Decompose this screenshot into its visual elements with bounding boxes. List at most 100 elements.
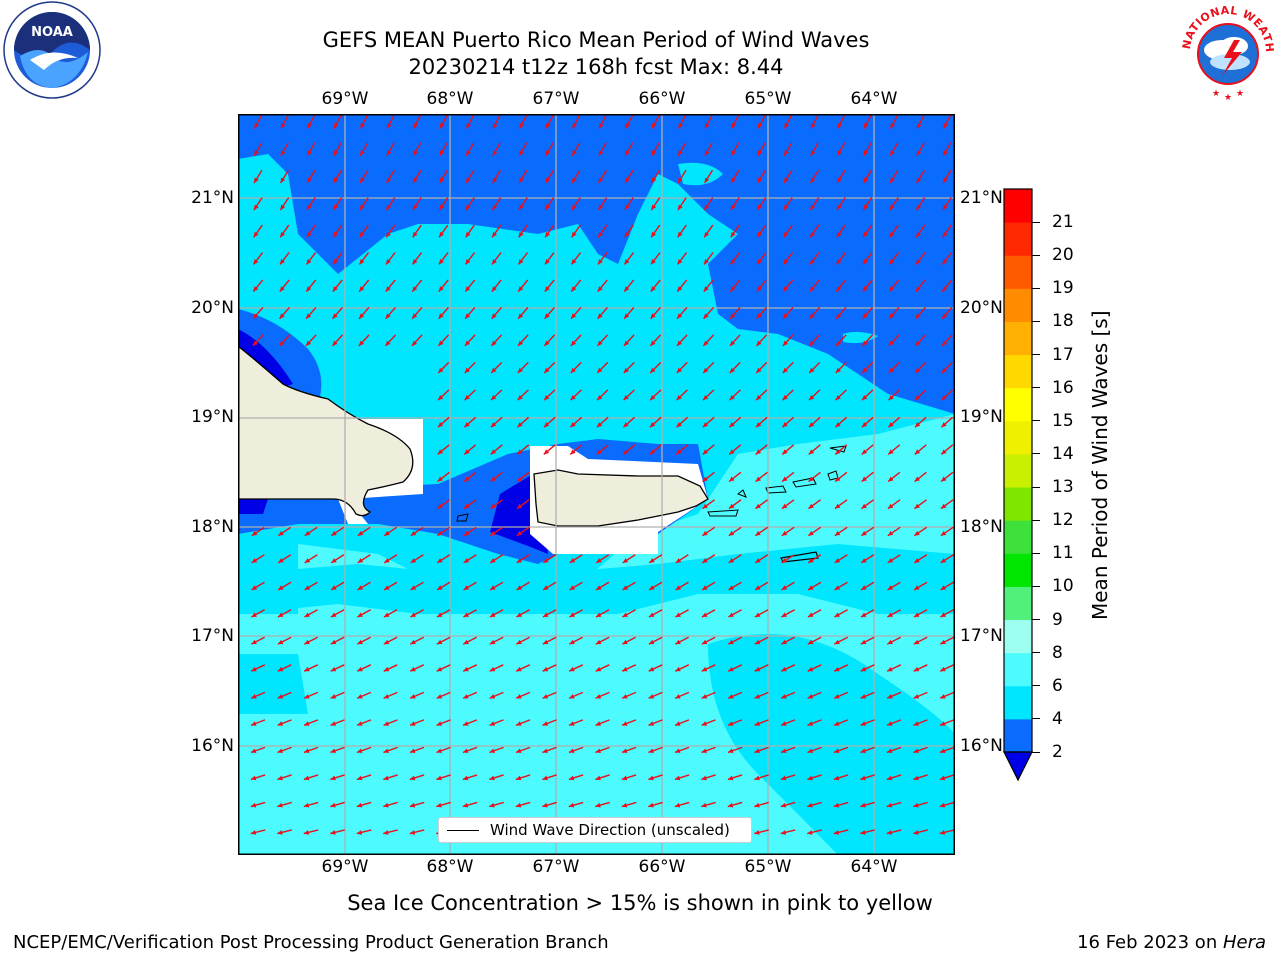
wave-direction-arrowhead [754,612,761,618]
wave-direction-arrowhead [436,666,443,672]
wave-direction-arrowhead [756,340,762,346]
wave-direction-arrowhead [835,367,841,374]
wave-direction-arrowhead [781,612,787,618]
wave-direction-arrowhead [730,204,736,211]
wave-direction-arrowhead [862,367,868,374]
wave-direction-arrowhead [808,449,815,455]
footer-host: Hera [1222,932,1266,953]
wave-direction-arrowhead [888,394,894,401]
wave-direction-arrowhead [783,204,789,211]
wave-direction-arrowhead [517,340,524,346]
wave-direction-arrowhead [306,204,312,211]
wave-direction-arrowhead [808,422,815,428]
lat-label-right-19n: 19°N [960,407,1003,427]
wave-direction-arrowhead [303,802,310,808]
wave-direction-arrowhead [412,313,418,319]
wave-direction-arrowhead [280,204,286,211]
wave-direction-arrowhead [862,259,868,265]
wave-direction-arrowhead [410,666,416,672]
wave-direction-arrowhead [516,503,523,509]
wave-direction-arrowhead [757,123,763,129]
wave-direction-arrowhead [940,585,947,590]
wave-direction-arrowhead [808,558,814,563]
colorbar-segment [1004,288,1032,322]
wave-direction-arrowhead [701,694,708,699]
lon-label-bottom-65w: 65°W [744,857,792,877]
wave-direction-arrowhead [570,449,576,455]
wave-direction-arrowhead [596,585,602,590]
wave-direction-arrowhead [915,394,921,401]
wave-direction-arrowhead [464,367,470,374]
wave-direction-arrowhead [544,313,550,319]
wave-direction-arrowhead [542,694,549,699]
wave-direction-arrowhead [809,367,815,374]
wave-direction-arrowhead [834,558,841,563]
wave-direction-arrowhead [359,259,365,265]
wave-direction-arrowhead [941,476,947,482]
wave-direction-arrowhead [597,313,603,319]
wave-direction-arrowhead [756,367,762,374]
wave-direction-arrowhead [545,177,551,183]
wave-direction-arrowhead [676,367,682,374]
wave-direction-arrowhead [410,558,417,563]
wave-direction-arrowhead [727,802,734,808]
wave-direction-arrowhead [807,666,814,672]
wave-direction-arrowhead [332,286,338,292]
wave-direction-arrowhead [489,802,495,808]
wave-direction-arrowhead [544,367,550,374]
colorbar [1003,188,1033,782]
wave-direction-arrowhead [463,721,469,726]
wave-direction-arrowhead [809,340,815,346]
colorbar-tick-mark [1032,420,1040,422]
wave-direction-arrowhead [648,748,654,753]
wave-direction-arrowhead [833,830,840,835]
wave-direction-arrowhead [916,231,922,238]
wave-direction-arrowhead [702,422,709,428]
wave-direction-arrowhead [648,639,655,645]
wave-direction-arrowhead [517,449,523,455]
lat-label-right-16n: 16°N [960,736,1003,756]
wave-direction-arrowhead [569,585,576,590]
wave-direction-arrowhead [278,558,284,563]
colorbar-tick-label: 17 [1052,344,1074,365]
wave-direction-arrowhead [542,775,548,781]
wave-direction-arrowhead [516,694,522,699]
lat-label-left-21n: 21°N [191,188,234,208]
colorbar-segment [1004,685,1032,720]
wave-direction-arrowhead [436,748,442,753]
wave-direction-arrowhead [701,721,708,726]
wave-direction-arrowhead [649,558,655,563]
wave-direction-arrowhead [491,313,497,319]
wave-direction-arrowhead [913,721,920,726]
wave-direction-arrowhead [412,204,418,211]
wave-direction-arrowhead [516,666,522,672]
wave-direction-arrowhead [438,313,444,319]
wave-direction-arrowhead [914,585,920,590]
wave-direction-arrowhead [492,204,498,211]
wave-direction-arrowhead [939,830,946,835]
wave-direction-arrowhead [463,694,469,699]
wave-direction-arrowhead [277,830,283,835]
wave-direction-arrowhead [357,530,364,536]
wave-direction-arrowhead [623,422,629,428]
wave-direction-arrowhead [383,666,390,672]
wave-direction-arrowhead [383,802,389,808]
wave-direction-arrowhead [757,204,763,211]
wave-direction-arrowhead [913,775,919,781]
wave-direction-arrowhead [595,639,602,645]
wave-direction-arrowhead [651,123,657,129]
wave-direction-arrowhead [437,558,443,563]
wave-direction-arrowhead [810,150,816,156]
wave-direction-arrowhead [515,802,522,808]
wave-direction-arrowhead [648,802,654,808]
wave-direction-arrowhead [439,123,445,129]
wave-direction-arrowhead [622,558,629,563]
wave-direction-arrowhead [677,259,683,265]
wave-direction-arrowhead [253,259,259,265]
lon-label-bottom-66w: 66°W [638,857,686,877]
wave-direction-arrowhead [384,530,390,536]
wave-direction-arrowhead [940,694,946,699]
wave-direction-arrowhead [357,721,363,726]
wave-direction-arrowhead [462,775,469,781]
wave-direction-arrowhead [490,422,497,428]
